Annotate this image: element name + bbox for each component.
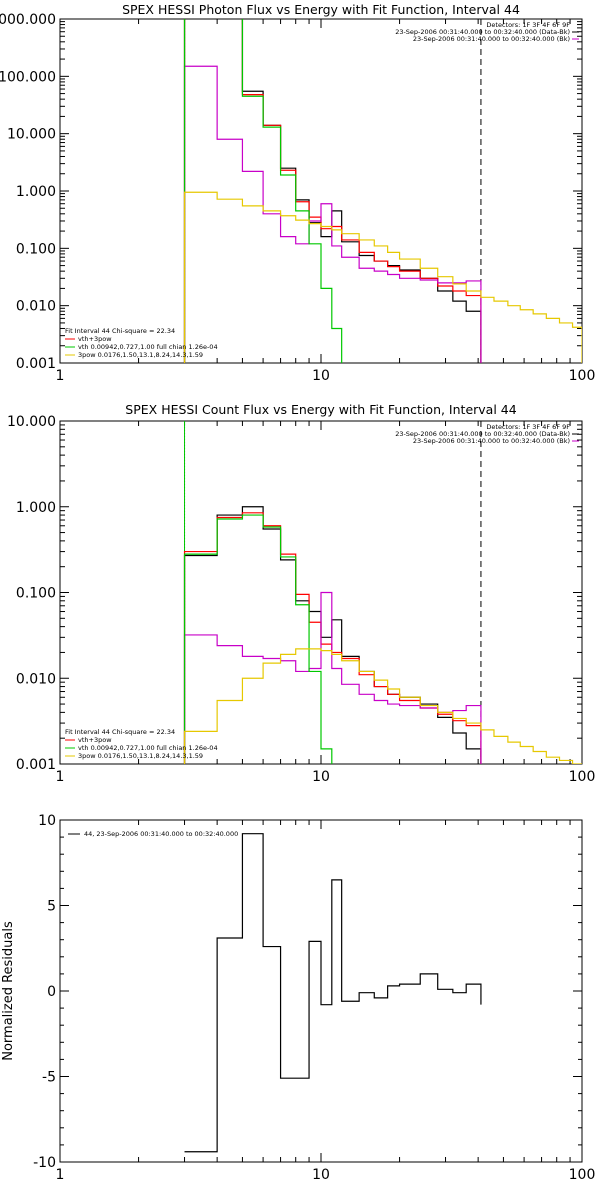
series-line-1	[183, 512, 482, 764]
x-tick-label: 10	[312, 368, 330, 384]
series-line-0	[183, 19, 482, 363]
y-tick-label: 0.001	[16, 356, 56, 372]
y-tick-label: 1.000	[16, 184, 56, 200]
series-line-4	[183, 191, 582, 363]
legend-text: 3pow 0.0176,1.50,13.1,8.24,14.3,1.59	[78, 752, 203, 760]
plot-frame	[59, 18, 583, 364]
x-tick-label: 1	[56, 769, 65, 785]
x-tick-label: 100	[569, 769, 596, 785]
y-tick-label: 1.000	[16, 500, 56, 516]
legend-text: vth+3pow	[78, 335, 112, 343]
header-text: Detectors: 1F 3F 4F 6F 9F	[486, 423, 570, 431]
header-text: 23-Sep-2006 00:31:40.000 to 00:32:40.000…	[413, 437, 570, 445]
legend-text: 3pow 0.0176,1.50,13.1,8.24,14.3,1.59	[78, 351, 203, 359]
legend-text: Fit Interval 44 Chi-square = 22.34	[65, 327, 175, 335]
legend-text: vth+3pow	[78, 736, 112, 744]
legend-text: vth 0.00942,0.727,1.00 full chian 1.26e-…	[78, 744, 218, 752]
photon-flux-panel: SPEX HESSI Photon Flux vs Energy with Fi…	[0, 2, 595, 384]
x-tick-label: 10	[312, 1167, 330, 1183]
y-tick-label: 0	[47, 984, 56, 1000]
y-tick-label: 0.100	[16, 241, 56, 257]
header-text: 23-Sep-2006 00:31:40.000 to 00:32:40.000…	[395, 28, 570, 36]
chart-title: SPEX HESSI Photon Flux vs Energy with Fi…	[122, 2, 520, 17]
y-tick-label: 10.000	[7, 414, 56, 430]
header-text: Detectors: 1F 3F 4F 6F 9F	[486, 21, 570, 29]
series-line-0	[184, 833, 482, 1153]
series-line-0	[183, 506, 482, 764]
x-tick-label: 100	[569, 368, 596, 384]
y-axis-label: Normalized Residuals	[1, 921, 16, 1061]
y-tick-label: -10	[33, 1155, 56, 1171]
header-text: 23-Sep-2006 00:31:40.000 to 00:32:40.000…	[413, 35, 570, 43]
y-tick-label: 10.000	[7, 127, 56, 143]
series-line-2	[183, 65, 482, 363]
y-tick-label: 5	[47, 899, 56, 915]
series-line-3	[183, 514, 333, 764]
series-line-4	[183, 648, 582, 764]
count-flux-panel: SPEX HESSI Count Flux vs Energy with Fit…	[7, 402, 595, 785]
x-tick-label: 1	[56, 368, 65, 384]
header-text: 23-Sep-2006 00:31:40.000 to 00:32:40.000…	[395, 430, 570, 438]
x-tick-label: 100	[569, 1167, 596, 1183]
legend-text: Fit Interval 44 Chi-square = 22.34	[65, 728, 175, 736]
chart-title: SPEX HESSI Count Flux vs Energy with Fit…	[125, 402, 516, 417]
series-line-3	[183, 19, 343, 363]
y-tick-label: -5	[42, 1070, 56, 1086]
x-tick-label: 10	[312, 769, 330, 785]
legend-text: vth 0.00942,0.727,1.00 full chian 1.26e-…	[78, 343, 218, 351]
y-tick-label: 10	[38, 813, 56, 829]
series-line-1	[183, 19, 482, 363]
y-tick-label: 0.100	[16, 586, 56, 602]
y-tick-label: 0.001	[16, 757, 56, 773]
y-tick-label: 100.000	[0, 69, 56, 85]
legend-text: 44, 23-Sep-2006 00:31:40.000 to 00:32:40…	[84, 830, 238, 838]
series-line-2	[183, 591, 482, 764]
y-tick-label: 0.010	[16, 671, 56, 687]
x-tick-label: 1	[56, 1167, 65, 1183]
y-tick-label: 0.010	[16, 299, 56, 315]
residuals-panel: 1 10 100 10 5 0 -5 -10 Normalized Residuals 44, 2…	[1, 813, 595, 1183]
